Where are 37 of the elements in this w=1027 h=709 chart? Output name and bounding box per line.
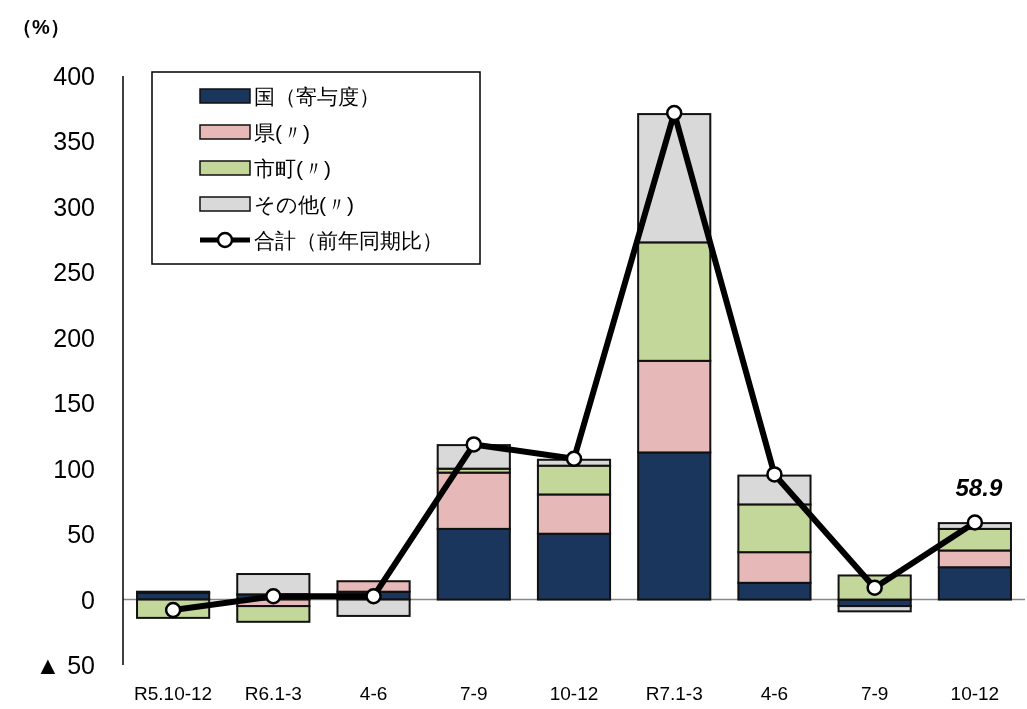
point <box>565 450 583 467</box>
x-tick-label: R6.1-3 <box>244 683 302 704</box>
x-tick-label: 7-9 <box>460 683 488 704</box>
y-tick-label: 250 <box>53 258 95 287</box>
data-label: 58.9 <box>955 474 1003 502</box>
x-tick-label: 10-12 <box>549 683 599 704</box>
x-tick-label: 7-9 <box>860 683 889 704</box>
x-tick-label: R5.10-12 <box>134 683 213 704</box>
y-tick-label: ▲ 50 <box>35 651 95 679</box>
legend-label: 県(〃) <box>254 121 310 144</box>
point <box>265 588 282 605</box>
legend-label: 合計（前年同期比） <box>254 229 443 252</box>
y-tick-label: 350 <box>53 127 95 156</box>
bar <box>236 573 311 596</box>
point <box>966 514 984 531</box>
legend-label: 市町(〃) <box>254 157 331 180</box>
legend-label: その他(〃) <box>254 193 354 216</box>
y-axis-title: （%） <box>12 16 70 38</box>
y-tick-label: 150 <box>53 389 95 418</box>
x-tick-label: 10-12 <box>950 683 1000 704</box>
x-tick-label: 4-6 <box>760 683 789 704</box>
y-tick-label: 100 <box>53 454 95 483</box>
y-tick-label: 200 <box>53 323 95 352</box>
point <box>365 588 382 605</box>
legend-label: 国（寄与度） <box>254 85 380 108</box>
point <box>766 466 783 483</box>
y-tick-label: 400 <box>53 62 95 90</box>
point <box>164 601 182 619</box>
y-tick-label: 300 <box>53 192 95 221</box>
x-tick-label: R7.1-3 <box>645 683 703 704</box>
point <box>866 579 883 597</box>
bar <box>837 605 912 613</box>
point <box>665 104 683 122</box>
point <box>465 436 483 453</box>
y-tick-label: 0 <box>81 585 95 614</box>
y-tick-label: 50 <box>67 520 95 549</box>
x-tick-label: 4-6 <box>359 683 388 704</box>
